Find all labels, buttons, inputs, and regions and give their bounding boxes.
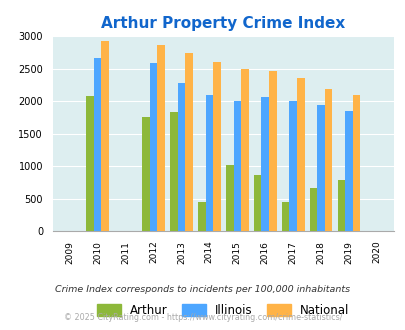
Bar xyxy=(177,83,185,231)
Bar xyxy=(289,101,296,231)
Bar xyxy=(241,69,248,231)
Bar xyxy=(352,95,360,231)
Bar xyxy=(296,78,304,231)
Bar xyxy=(149,63,157,231)
Bar xyxy=(337,181,345,231)
Bar xyxy=(205,95,213,231)
Bar xyxy=(198,202,205,231)
Bar xyxy=(226,165,233,231)
Bar xyxy=(233,101,241,231)
Bar xyxy=(345,111,352,231)
Bar xyxy=(324,89,332,231)
Bar xyxy=(157,46,164,231)
Bar xyxy=(213,62,220,231)
Bar xyxy=(142,117,149,231)
Bar xyxy=(253,175,261,231)
Bar xyxy=(94,58,101,231)
Bar xyxy=(309,187,317,231)
Bar xyxy=(317,105,324,231)
Bar xyxy=(269,71,276,231)
Text: © 2025 CityRating.com - https://www.cityrating.com/crime-statistics/: © 2025 CityRating.com - https://www.city… xyxy=(64,313,341,322)
Title: Arthur Property Crime Index: Arthur Property Crime Index xyxy=(101,16,345,31)
Bar xyxy=(261,97,269,231)
Bar xyxy=(281,202,289,231)
Text: Crime Index corresponds to incidents per 100,000 inhabitants: Crime Index corresponds to incidents per… xyxy=(55,285,350,294)
Bar xyxy=(86,96,94,231)
Bar xyxy=(185,52,192,231)
Bar xyxy=(101,41,109,231)
Bar xyxy=(170,112,177,231)
Legend: Arthur, Illinois, National: Arthur, Illinois, National xyxy=(92,299,353,322)
